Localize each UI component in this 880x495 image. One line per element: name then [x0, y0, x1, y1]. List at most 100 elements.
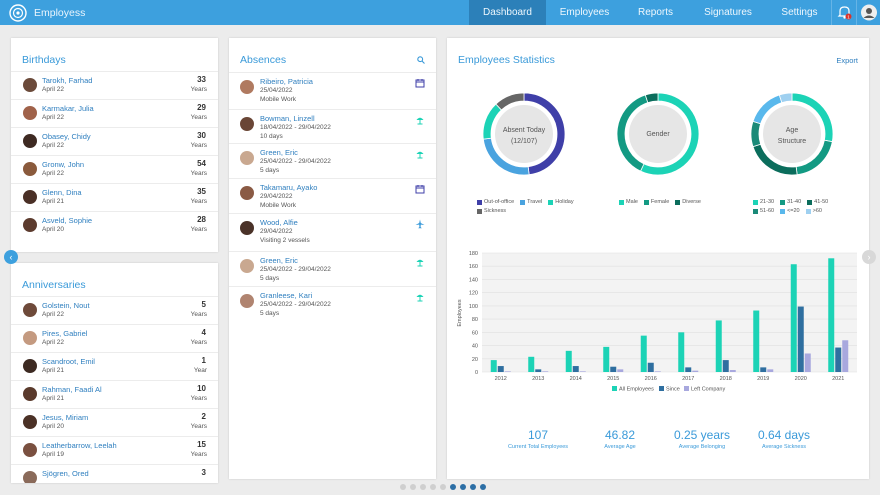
- brand[interactable]: Employess: [9, 3, 85, 22]
- bar[interactable]: [715, 320, 722, 372]
- list-item[interactable]: Sjögren, Ored 3: [11, 464, 218, 483]
- page-dot[interactable]: [410, 484, 416, 490]
- bar[interactable]: [617, 369, 624, 372]
- person-name[interactable]: Sjögren, Ored: [42, 469, 89, 478]
- legend-item[interactable]: Since: [659, 386, 680, 393]
- bar[interactable]: [753, 310, 760, 372]
- person-name[interactable]: Karmakar, Julia: [42, 104, 94, 113]
- list-item[interactable]: Asveld, Sophie April 20 28 Years: [11, 211, 218, 239]
- list-item[interactable]: Golstein, Nout April 22 5 Years: [11, 296, 218, 324]
- legend-item[interactable]: Female: [643, 199, 669, 205]
- donut-slice[interactable]: [750, 120, 762, 148]
- person-name[interactable]: Pires, Gabriel: [42, 329, 88, 338]
- donut-slice[interactable]: [495, 92, 525, 111]
- legend-item[interactable]: All Employees: [612, 386, 654, 393]
- list-item[interactable]: Rahman, Faadi Al April 21 10 Years: [11, 380, 218, 408]
- bar[interactable]: [760, 367, 767, 372]
- legend-item[interactable]: 51-60: [753, 208, 774, 214]
- nav-tab-dashboard[interactable]: Dashboard: [469, 0, 546, 25]
- list-item[interactable]: Leatherbarrow, Leelah April 19 15 Years: [11, 436, 218, 464]
- export-link[interactable]: Export: [836, 56, 858, 65]
- carousel-next-button[interactable]: ›: [862, 250, 876, 264]
- legend-item[interactable]: Sickness: [477, 208, 506, 214]
- person-name[interactable]: Green, Eric: [260, 256, 298, 265]
- legend-item[interactable]: 31-40: [780, 199, 801, 205]
- bar[interactable]: [835, 347, 842, 372]
- bar[interactable]: [535, 369, 542, 372]
- person-name[interactable]: Takamaru, Ayako: [260, 183, 318, 192]
- person-name[interactable]: Gronw, John: [42, 160, 85, 169]
- bar[interactable]: [504, 371, 511, 372]
- list-item[interactable]: Jesus, Miriam April 20 2 Years: [11, 408, 218, 436]
- bar[interactable]: [828, 258, 835, 372]
- list-item[interactable]: Tarokh, Farhad April 22 33 Years: [11, 71, 218, 99]
- bar[interactable]: [572, 366, 579, 372]
- bar[interactable]: [490, 360, 497, 372]
- user-avatar[interactable]: [856, 0, 880, 25]
- bar[interactable]: [610, 366, 617, 372]
- list-item[interactable]: Takamaru, Ayako 29/04/2022 Mobile Work: [229, 178, 436, 213]
- donut-slice[interactable]: [644, 92, 659, 104]
- bar[interactable]: [685, 367, 692, 372]
- bar[interactable]: [640, 335, 647, 372]
- person-name[interactable]: Rahman, Faadi Al: [42, 385, 102, 394]
- bar[interactable]: [767, 369, 774, 372]
- legend-item[interactable]: >60: [805, 208, 822, 214]
- bar[interactable]: [565, 350, 572, 372]
- nav-tab-reports[interactable]: Reports: [637, 7, 673, 18]
- person-name[interactable]: Jesus, Miriam: [42, 413, 89, 422]
- legend-item[interactable]: Diverse: [675, 199, 701, 205]
- nav-tab-signatures[interactable]: Signatures: [704, 7, 752, 18]
- bar[interactable]: [542, 371, 549, 372]
- bar[interactable]: [528, 356, 535, 372]
- page-dot[interactable]: [420, 484, 426, 490]
- person-name[interactable]: Asveld, Sophie: [42, 216, 93, 225]
- nav-tab-employees[interactable]: Employees: [559, 7, 610, 18]
- notification-button[interactable]: 1: [831, 0, 856, 25]
- person-name[interactable]: Granleese, Kari: [260, 291, 313, 300]
- person-name[interactable]: Tarokh, Farhad: [42, 76, 93, 85]
- list-item[interactable]: Obasey, Chidy April 22 30 Years: [11, 127, 218, 155]
- person-name[interactable]: Bowman, Linzell: [260, 114, 315, 123]
- list-item[interactable]: Gronw, John April 22 54 Years: [11, 155, 218, 183]
- person-name[interactable]: Green, Eric: [260, 148, 298, 157]
- carousel-prev-button[interactable]: ‹: [4, 250, 18, 264]
- bar[interactable]: [722, 360, 729, 372]
- bar[interactable]: [692, 370, 699, 372]
- list-item[interactable]: Wood, Alfie 29/04/2022 Visiting 2 vessels: [229, 213, 436, 251]
- page-dot[interactable]: [430, 484, 436, 490]
- legend-item[interactable]: 41-50: [807, 199, 828, 205]
- page-dot[interactable]: [450, 484, 456, 490]
- page-dot[interactable]: [440, 484, 446, 490]
- donut-slice[interactable]: [778, 92, 793, 104]
- nav-tab-settings[interactable]: Settings: [781, 7, 818, 18]
- legend-item[interactable]: Left Company: [684, 386, 725, 393]
- bar[interactable]: [647, 362, 654, 372]
- bar[interactable]: [729, 370, 736, 372]
- bar[interactable]: [797, 306, 804, 372]
- list-item[interactable]: Scandroot, Emil April 21 1 Year: [11, 352, 218, 380]
- person-name[interactable]: Wood, Alfie: [260, 218, 298, 227]
- list-item[interactable]: Green, Eric 25/04/2022 - 29/04/2022 5 days: [229, 251, 436, 286]
- list-item[interactable]: Granleese, Kari 25/04/2022 - 29/04/2022 5 …: [229, 286, 436, 321]
- list-item[interactable]: Glenn, Dina April 21 35 Years: [11, 183, 218, 211]
- person-name[interactable]: Ribeiro, Patricia: [260, 77, 313, 86]
- bar[interactable]: [678, 332, 685, 372]
- page-dot[interactable]: [460, 484, 466, 490]
- person-name[interactable]: Obasey, Chidy: [42, 132, 91, 141]
- page-dot[interactable]: [400, 484, 406, 490]
- legend-item[interactable]: Out-of-office: [477, 199, 514, 205]
- search-icon[interactable]: [417, 56, 425, 64]
- list-item[interactable]: Bowman, Linzell 18/04/2022 - 29/04/2022 10…: [229, 109, 436, 143]
- list-item[interactable]: Green, Eric 25/04/2022 - 29/04/2022 5 days: [229, 143, 436, 178]
- list-item[interactable]: Karmakar, Julia April 22 29 Years: [11, 99, 218, 127]
- person-name[interactable]: Glenn, Dina: [42, 188, 82, 197]
- person-name[interactable]: Leatherbarrow, Leelah: [42, 441, 117, 450]
- legend-item[interactable]: <=20: [780, 208, 800, 214]
- bar[interactable]: [497, 366, 504, 372]
- person-name[interactable]: Golstein, Nout: [42, 301, 90, 310]
- bar[interactable]: [804, 353, 811, 372]
- legend-item[interactable]: Holiday: [548, 199, 574, 205]
- bar[interactable]: [790, 264, 797, 372]
- bar[interactable]: [654, 371, 661, 372]
